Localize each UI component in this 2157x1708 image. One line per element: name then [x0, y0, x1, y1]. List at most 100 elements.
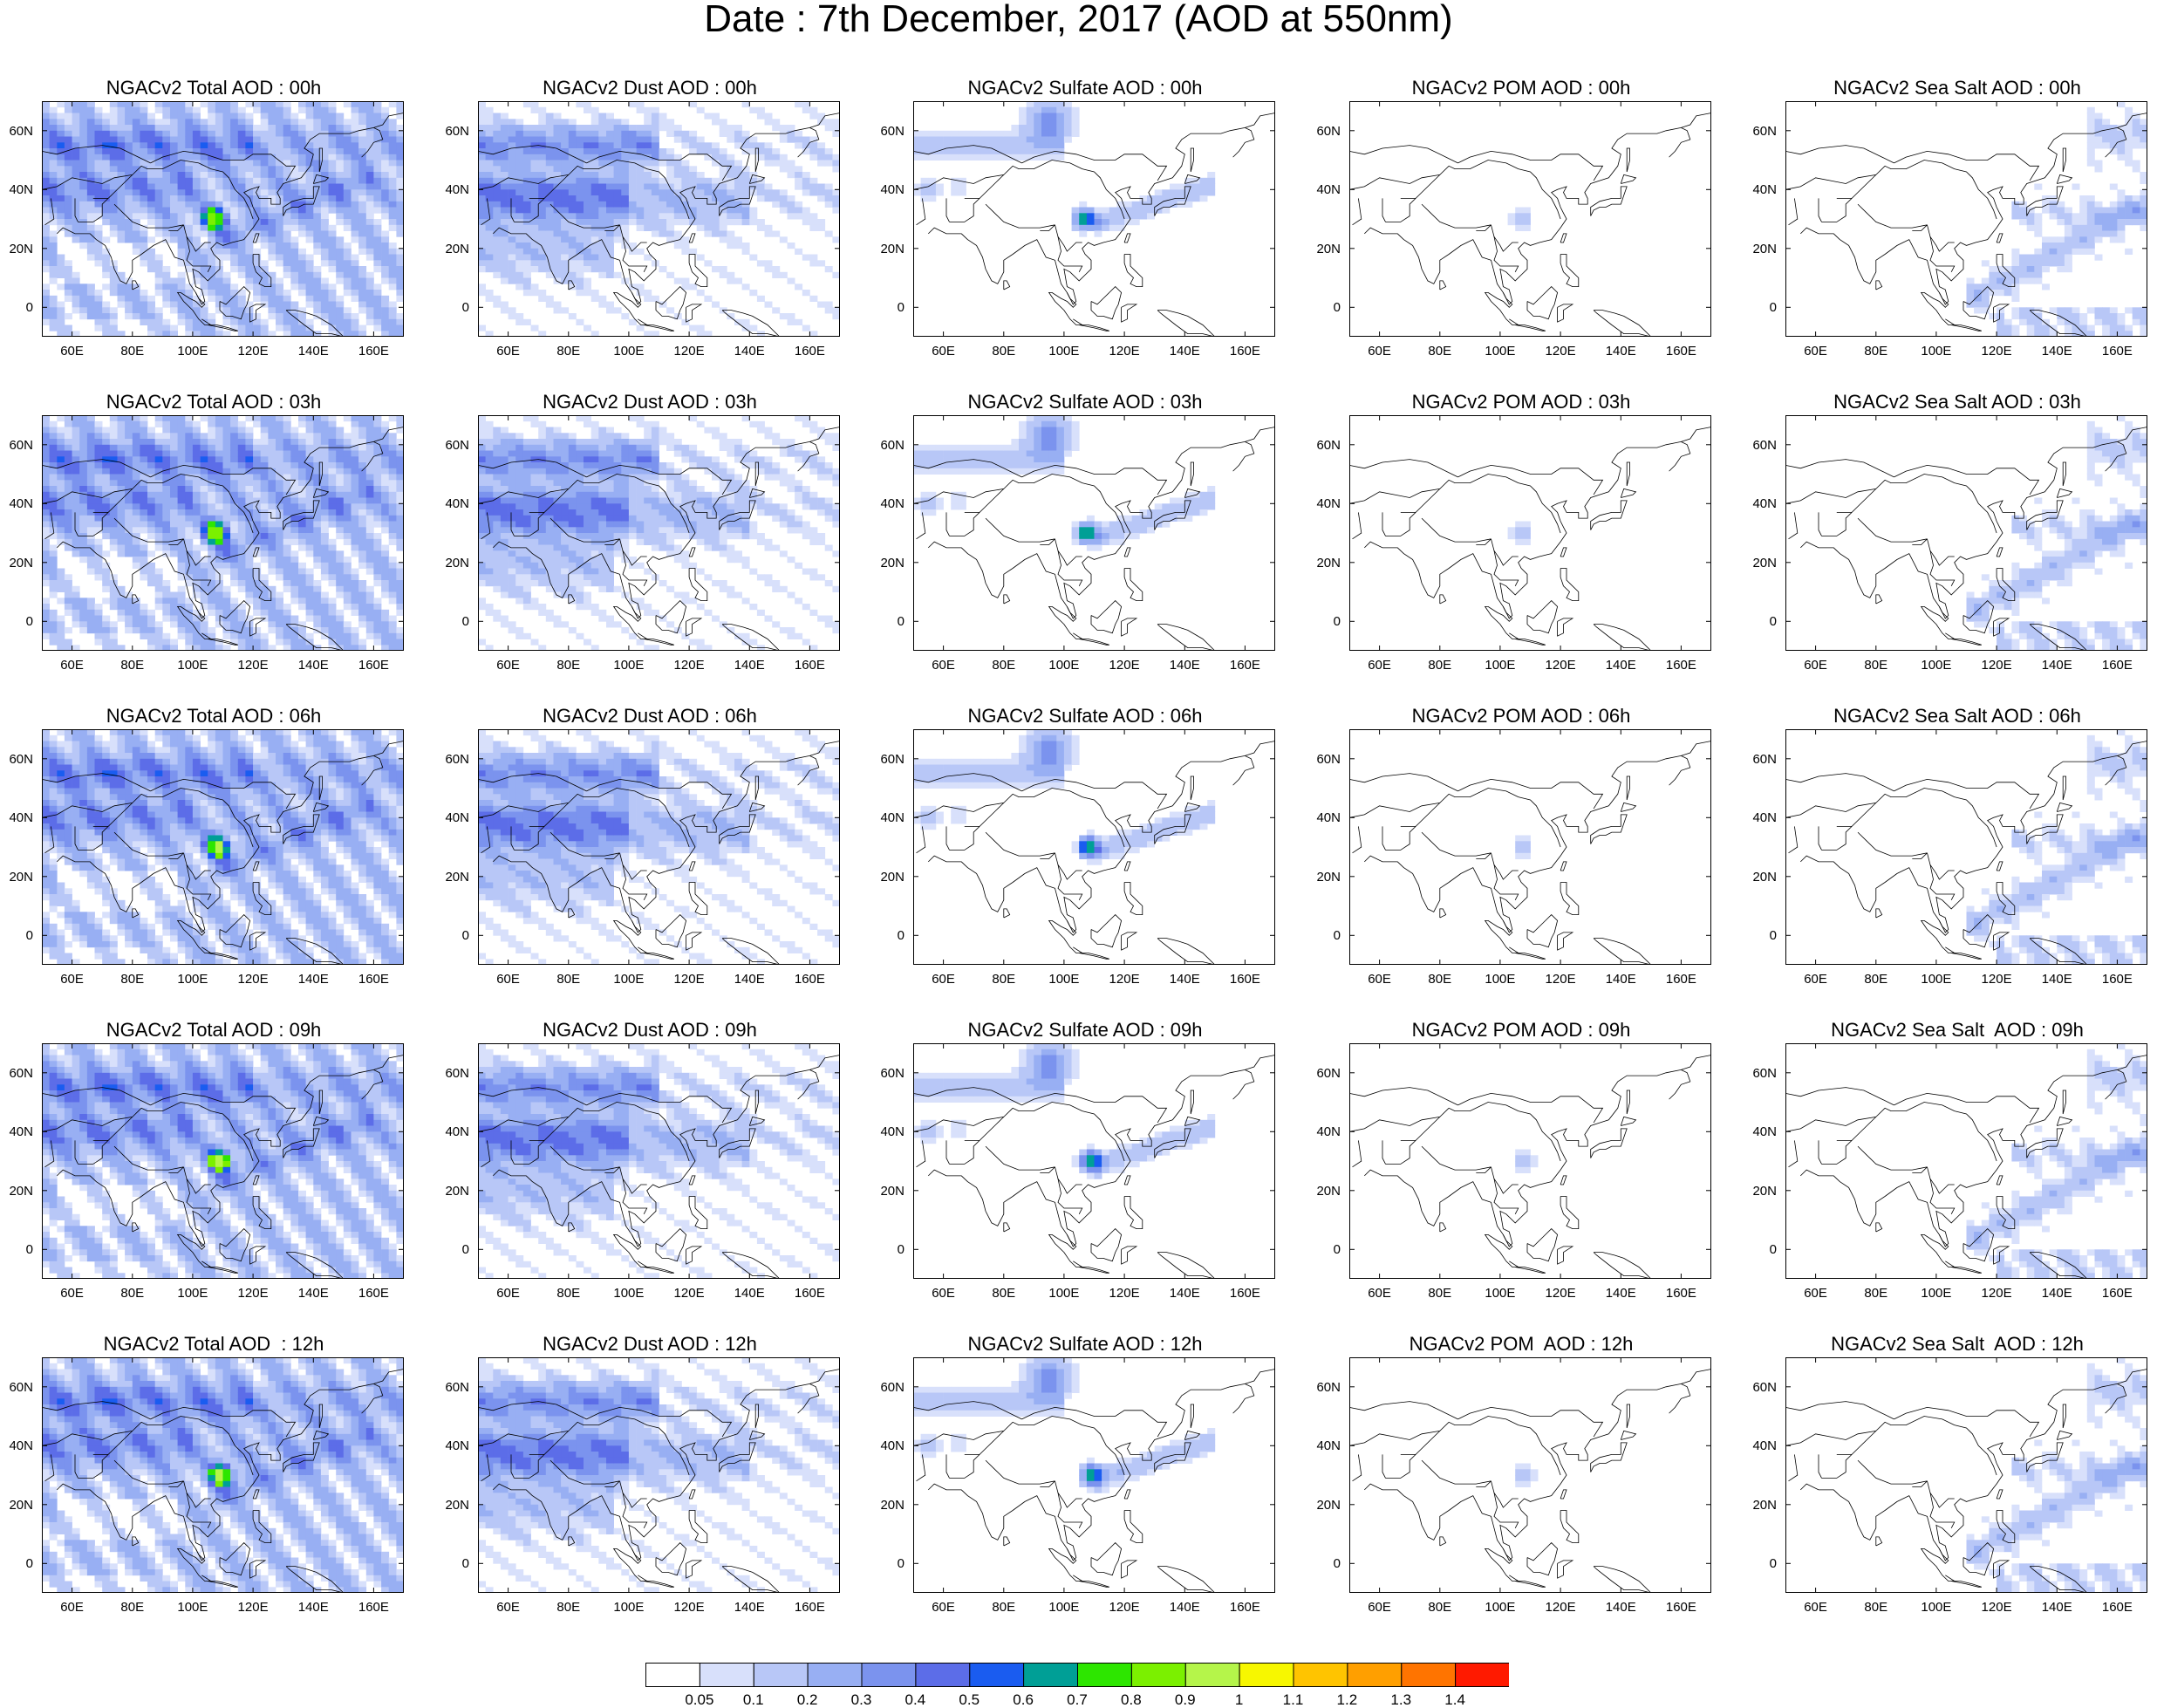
lon-label: 80E — [1854, 345, 1898, 358]
lat-label: 0 — [1307, 929, 1341, 942]
aod-map — [42, 729, 404, 965]
lat-label: 20N — [1744, 557, 1777, 570]
colorbar-label: 0.4 — [893, 1692, 937, 1707]
lon-label: 120E — [231, 1287, 275, 1300]
lat-label: 60N — [436, 1067, 469, 1080]
panel-title: NGACv2 Sulfate AOD : 03h — [871, 393, 1299, 412]
lon-label: 80E — [547, 1601, 590, 1614]
colorbar-box — [916, 1664, 970, 1687]
lon-label: 140E — [727, 1601, 771, 1614]
aod-map — [1785, 101, 2147, 337]
lat-label: 40N — [871, 1125, 904, 1138]
colorbar-label: 0.2 — [786, 1692, 829, 1707]
lon-label: 120E — [1975, 659, 2018, 672]
lat-label: 40N — [1744, 497, 1777, 510]
colorbar-box — [970, 1664, 1024, 1687]
colorbar-box — [1456, 1664, 1509, 1687]
lon-label: 140E — [2035, 659, 2079, 672]
lon-label: 160E — [1223, 345, 1266, 358]
lon-label: 120E — [1975, 973, 2018, 986]
lon-label: 160E — [2095, 659, 2139, 672]
lat-label: 60N — [871, 1381, 904, 1394]
lon-label: 60E — [922, 1287, 966, 1300]
lat-label: 40N — [1307, 497, 1341, 510]
lat-label: 60N — [0, 1381, 33, 1394]
aod-map — [1785, 1043, 2147, 1279]
lat-label: 40N — [436, 497, 469, 510]
lon-label: 120E — [667, 659, 711, 672]
lon-label: 100E — [171, 659, 215, 672]
lat-label: 0 — [436, 615, 469, 628]
panel-title: NGACv2 Total AOD : 06h — [0, 707, 427, 726]
lon-label: 160E — [1659, 973, 1703, 986]
colorbar-label: 0.7 — [1055, 1692, 1099, 1707]
lon-label: 100E — [1915, 973, 1958, 986]
lon-label: 160E — [1659, 1287, 1703, 1300]
aod-map — [42, 101, 404, 337]
panel-title: NGACv2 Sulfate AOD : 00h — [871, 79, 1299, 98]
lon-label: 60E — [922, 345, 966, 358]
lon-label: 140E — [2035, 973, 2079, 986]
lon-label: 80E — [1418, 345, 1462, 358]
lat-label: 40N — [0, 1125, 33, 1138]
colorbar-label: 0.05 — [678, 1692, 721, 1707]
lon-label: 120E — [1102, 1287, 1146, 1300]
lon-label: 60E — [1794, 659, 1838, 672]
panel-title: NGACv2 POM AOD : 12h — [1307, 1335, 1735, 1354]
aod-map — [478, 415, 840, 651]
colorbar-label: 1.1 — [1272, 1692, 1315, 1707]
panel-title: NGACv2 Sea Salt AOD : 12h — [1744, 1335, 2157, 1354]
panel-title: NGACv2 Sea Salt AOD : 09h — [1744, 1021, 2157, 1040]
lon-label: 100E — [1478, 973, 1522, 986]
lat-label: 0 — [0, 1557, 33, 1570]
colorbar-box — [1024, 1664, 1078, 1687]
aod-map — [913, 415, 1275, 651]
aod-map — [1785, 729, 2147, 965]
lon-label: 160E — [2095, 973, 2139, 986]
lat-label: 0 — [871, 929, 904, 942]
lon-label: 80E — [1854, 1601, 1898, 1614]
lon-label: 100E — [171, 1601, 215, 1614]
lon-label: 100E — [1042, 973, 1086, 986]
lat-label: 60N — [436, 125, 469, 138]
lon-label: 80E — [1418, 973, 1462, 986]
lat-label: 60N — [436, 753, 469, 766]
aod-map — [42, 1357, 404, 1593]
lon-label: 80E — [111, 1601, 154, 1614]
lon-label: 100E — [1042, 659, 1086, 672]
aod-map — [42, 415, 404, 651]
aod-map — [1785, 1357, 2147, 1593]
lon-label: 120E — [1539, 659, 1582, 672]
colorbar-box — [862, 1664, 916, 1687]
lon-label: 60E — [51, 973, 94, 986]
lat-label: 60N — [0, 439, 33, 452]
colorbar-label: 0.8 — [1109, 1692, 1153, 1707]
lon-label: 140E — [291, 973, 335, 986]
lon-label: 80E — [1854, 659, 1898, 672]
colorbar-label: 0.5 — [947, 1692, 991, 1707]
lat-label: 20N — [0, 243, 33, 256]
lon-label: 60E — [51, 1601, 94, 1614]
lon-label: 100E — [1915, 345, 1958, 358]
aod-map — [1349, 415, 1711, 651]
lon-label: 140E — [291, 345, 335, 358]
lon-label: 80E — [547, 973, 590, 986]
lon-label: 140E — [291, 1601, 335, 1614]
lon-label: 60E — [1358, 1601, 1402, 1614]
lat-label: 20N — [1307, 1499, 1341, 1512]
colorbar-label: 1 — [1218, 1692, 1261, 1707]
lon-label: 120E — [1539, 1287, 1582, 1300]
lat-label: 0 — [1307, 1557, 1341, 1570]
lat-label: 20N — [871, 557, 904, 570]
lon-label: 80E — [111, 659, 154, 672]
lon-label: 60E — [487, 1601, 530, 1614]
lon-label: 140E — [727, 345, 771, 358]
lat-label: 40N — [0, 497, 33, 510]
